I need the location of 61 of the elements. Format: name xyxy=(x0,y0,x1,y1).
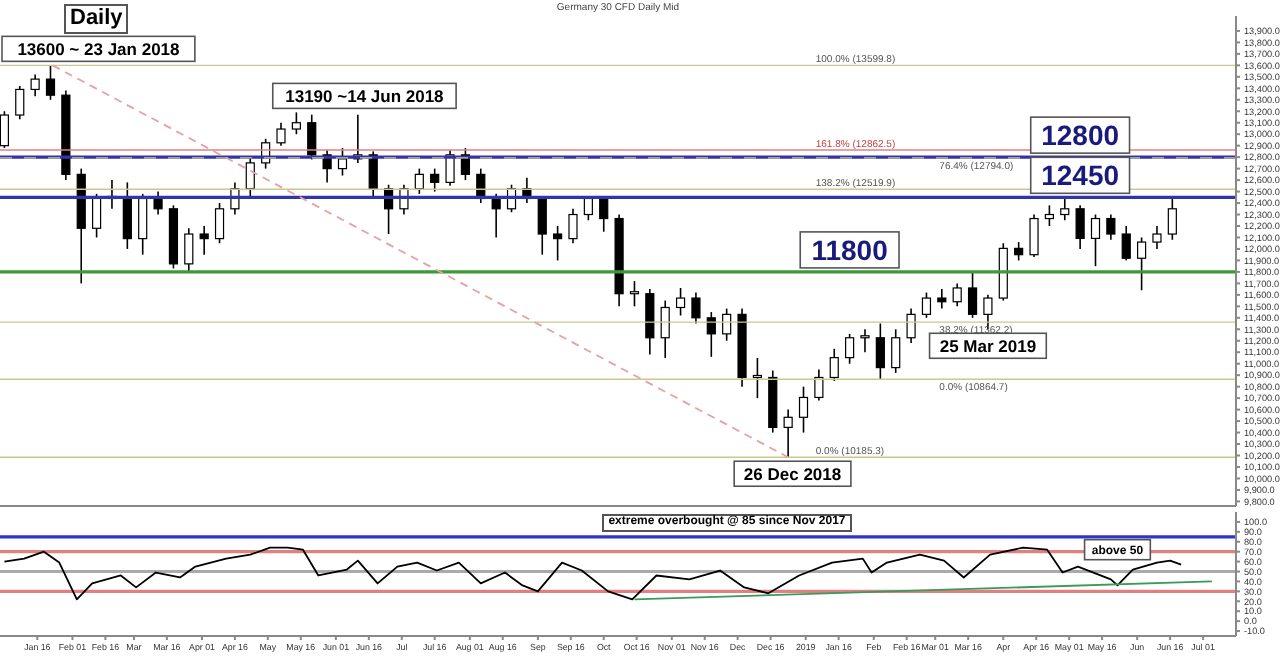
candlestick xyxy=(276,121,286,147)
candlestick xyxy=(891,328,901,374)
candlestick xyxy=(445,149,455,187)
annotation: Daily xyxy=(64,4,129,35)
annotation: 26 Dec 2018 xyxy=(743,463,842,484)
candlestick xyxy=(875,322,885,380)
annotation: 25 Mar 2019 xyxy=(939,335,1037,356)
annotation: 12450 xyxy=(1041,159,1120,192)
candlestick xyxy=(15,85,25,121)
candlestick xyxy=(660,299,670,359)
annotation: 13600 ~ 23 Jan 2018 xyxy=(17,38,181,59)
candlestick xyxy=(722,307,732,342)
candlestick xyxy=(829,347,839,382)
candlestick xyxy=(1106,213,1116,241)
annotation: 13190 ~14 Jun 2018 xyxy=(285,86,445,107)
candlestick xyxy=(599,195,609,233)
candlestick xyxy=(1014,241,1024,262)
candlestick xyxy=(645,288,655,356)
candlestick xyxy=(537,195,547,256)
candlestick xyxy=(92,193,102,239)
candlestick xyxy=(1167,197,1177,241)
candlestick xyxy=(752,357,763,399)
candlestick xyxy=(568,207,578,245)
candlestick xyxy=(414,167,424,195)
candlestick xyxy=(952,282,962,308)
candlestick xyxy=(214,202,225,245)
candlestick xyxy=(629,280,640,308)
candlestick xyxy=(245,156,255,199)
candlestick xyxy=(199,225,209,256)
candlestick xyxy=(30,73,40,98)
candlestick xyxy=(368,150,378,199)
candlestick xyxy=(1152,225,1162,250)
candlestick xyxy=(184,227,194,273)
candlestick xyxy=(921,291,932,319)
candlestick xyxy=(138,193,148,256)
candlestick xyxy=(1044,204,1054,227)
candlestick xyxy=(1060,196,1070,222)
candlestick xyxy=(845,333,855,365)
candlestick xyxy=(691,291,701,325)
candlestick xyxy=(553,225,563,262)
candlestick xyxy=(675,287,686,317)
candlestick xyxy=(783,408,793,459)
candlestick xyxy=(1137,236,1147,292)
line-series xyxy=(3,546,1183,601)
candlestick xyxy=(967,271,978,319)
candlestick xyxy=(860,328,870,354)
candlestick xyxy=(906,307,916,344)
candlestick xyxy=(937,288,947,310)
candlestick xyxy=(1075,204,1085,250)
candlestick xyxy=(798,385,809,434)
annotation: 12800 xyxy=(1041,119,1120,152)
candlestick xyxy=(814,368,824,402)
candlestick xyxy=(153,190,163,216)
candlestick xyxy=(430,167,440,193)
annotation: 11800 xyxy=(811,233,889,266)
candlestick xyxy=(122,181,132,250)
candlestick xyxy=(1121,225,1131,262)
candlestick xyxy=(45,64,56,101)
candlestick xyxy=(337,147,348,177)
candlestick xyxy=(1029,213,1039,258)
candlestick xyxy=(1090,213,1101,267)
